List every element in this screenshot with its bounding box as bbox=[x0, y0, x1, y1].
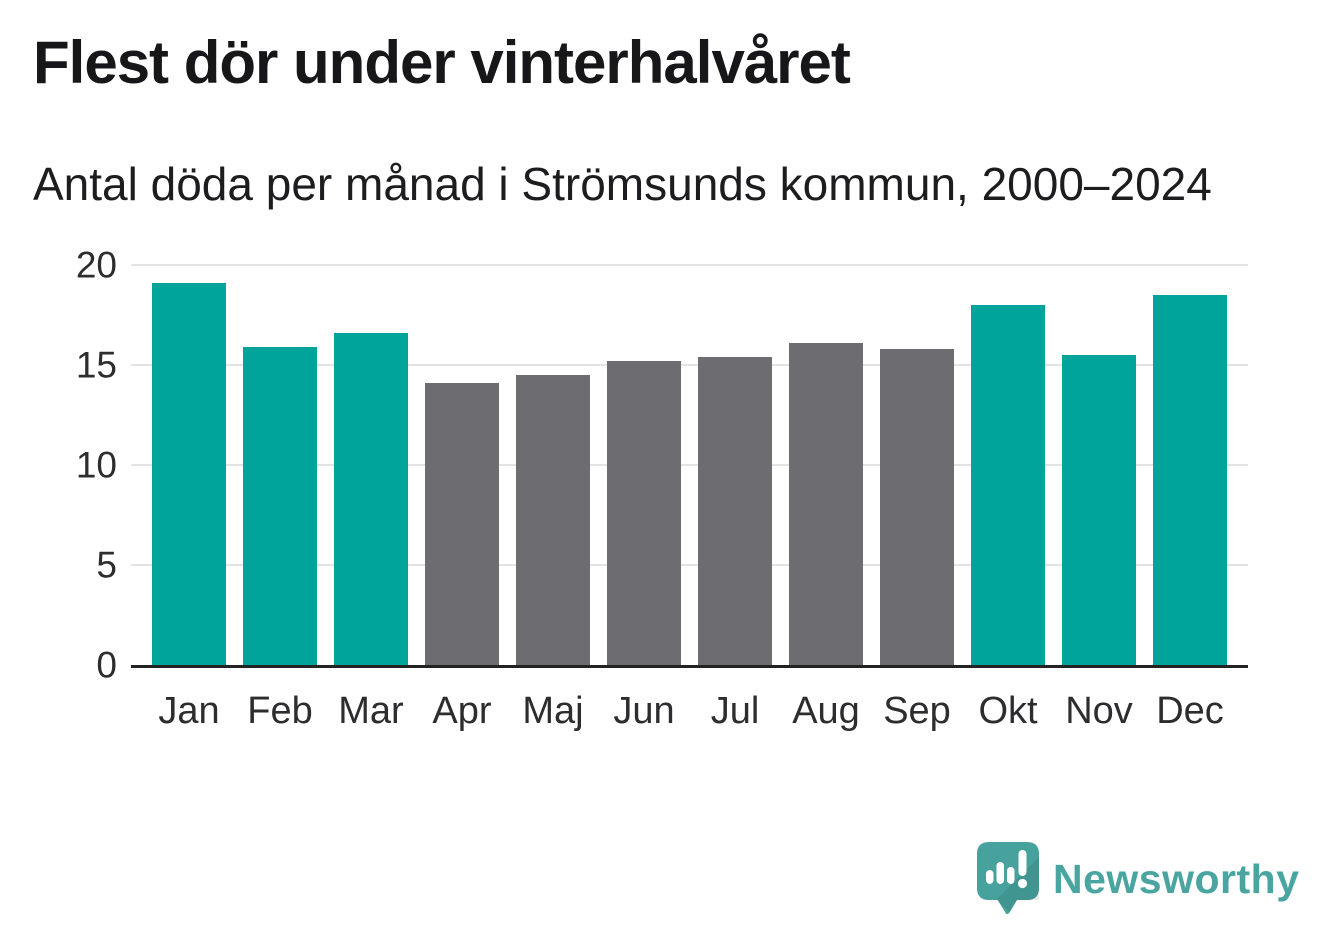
bar-dec bbox=[1153, 295, 1227, 665]
x-axis: Jan Feb Mar Apr Maj Jun Jul Aug Sep Okt Nov Dec bbox=[131, 690, 1248, 733]
bar-aug bbox=[789, 343, 863, 665]
bar-nov bbox=[1062, 355, 1136, 665]
logo-mini-bar-2 bbox=[996, 862, 1004, 884]
gridline-20 bbox=[131, 264, 1248, 266]
x-tick-label-mar: Mar bbox=[338, 690, 404, 732]
gridline-5 bbox=[131, 564, 1248, 566]
bars bbox=[131, 265, 1248, 665]
x-tick-label-apr: Apr bbox=[432, 690, 492, 732]
logo-exclamation-dot bbox=[1017, 878, 1028, 889]
logo-exclamation-stem bbox=[1018, 850, 1027, 876]
bar-sep bbox=[880, 349, 954, 665]
y-tick-label-15: 15 bbox=[75, 344, 117, 386]
y-tick-label-0: 0 bbox=[96, 644, 117, 686]
bar-jul bbox=[698, 357, 772, 665]
chart-title: Flest dör under vinterhalvåret bbox=[33, 29, 851, 96]
bar-jun bbox=[607, 361, 681, 665]
bar-feb bbox=[243, 347, 317, 665]
y-tick-label-10: 10 bbox=[75, 444, 117, 486]
speech-bubble-bar-chart-icon bbox=[977, 842, 1039, 915]
bar-jan bbox=[152, 283, 226, 665]
logo-mini-bar-1 bbox=[986, 870, 994, 884]
x-tick-label-jul: Jul bbox=[710, 690, 760, 732]
x-tick-label-sep: Sep bbox=[883, 690, 951, 732]
gridline-10 bbox=[131, 464, 1248, 466]
gridlines bbox=[131, 264, 1248, 665]
bar-maj bbox=[516, 375, 590, 665]
newsworthy-logo: Newsworthy bbox=[976, 841, 1300, 918]
bar-apr bbox=[425, 383, 499, 665]
chart-subtitle: Antal döda per månad i Strömsunds kommun… bbox=[33, 158, 1212, 210]
y-tick-label-20: 20 bbox=[75, 244, 117, 286]
plot-area bbox=[131, 264, 1248, 668]
x-tick-label-nov: Nov bbox=[1065, 690, 1133, 732]
x-tick-label-jun: Jun bbox=[613, 690, 675, 732]
x-tick-label-aug: Aug bbox=[792, 690, 860, 732]
y-axis: 0 5 10 15 20 bbox=[0, 247, 117, 684]
y-tick-label-5: 5 bbox=[96, 544, 117, 586]
x-tick-label-feb: Feb bbox=[247, 690, 313, 732]
bar-mar bbox=[334, 333, 408, 665]
newsworthy-logo-text: Newsworthy bbox=[1053, 856, 1300, 902]
bar-okt bbox=[971, 305, 1045, 665]
logo-mini-bar-3 bbox=[1007, 867, 1015, 884]
x-tick-label-okt: Okt bbox=[978, 690, 1038, 732]
x-tick-label-dec: Dec bbox=[1156, 690, 1224, 732]
logo-bubble-fold bbox=[996, 857, 1039, 913]
gridline-15 bbox=[131, 364, 1248, 366]
x-tick-label-maj: Maj bbox=[522, 690, 584, 732]
x-tick-label-jan: Jan bbox=[158, 690, 220, 732]
